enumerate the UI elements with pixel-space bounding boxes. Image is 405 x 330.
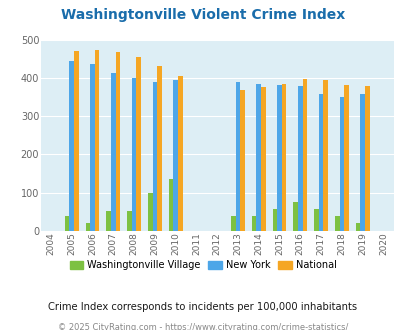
Bar: [74, 51, 79, 231]
Bar: [111, 73, 115, 231]
Bar: [65, 216, 69, 231]
Text: Crime Index corresponds to incidents per 100,000 inhabitants: Crime Index corresponds to incidents per…: [48, 302, 357, 312]
Bar: [334, 216, 339, 231]
Bar: [364, 86, 369, 231]
Bar: [313, 209, 318, 231]
Bar: [127, 211, 132, 231]
Bar: [69, 61, 74, 231]
Bar: [339, 97, 343, 231]
Bar: [256, 84, 260, 231]
Bar: [343, 85, 348, 231]
Bar: [177, 76, 182, 231]
Bar: [323, 80, 327, 231]
Bar: [95, 50, 99, 231]
Bar: [260, 87, 265, 231]
Bar: [235, 82, 240, 231]
Bar: [281, 84, 286, 231]
Bar: [251, 216, 256, 231]
Bar: [297, 86, 302, 231]
Bar: [106, 211, 111, 231]
Bar: [302, 79, 307, 231]
Bar: [148, 193, 152, 231]
Bar: [240, 90, 244, 231]
Legend: Washingtonville Village, New York, National: Washingtonville Village, New York, Natio…: [66, 256, 339, 274]
Bar: [230, 216, 235, 231]
Bar: [132, 78, 136, 231]
Bar: [136, 57, 141, 231]
Bar: [272, 209, 277, 231]
Bar: [293, 202, 297, 231]
Bar: [152, 82, 157, 231]
Bar: [318, 94, 323, 231]
Bar: [355, 223, 360, 231]
Bar: [90, 64, 95, 231]
Bar: [360, 94, 364, 231]
Text: Washingtonville Violent Crime Index: Washingtonville Violent Crime Index: [61, 8, 344, 22]
Bar: [157, 66, 161, 231]
Bar: [85, 223, 90, 231]
Bar: [173, 80, 177, 231]
Text: © 2025 CityRating.com - https://www.cityrating.com/crime-statistics/: © 2025 CityRating.com - https://www.city…: [58, 323, 347, 330]
Bar: [115, 52, 120, 231]
Bar: [277, 85, 281, 231]
Bar: [168, 179, 173, 231]
